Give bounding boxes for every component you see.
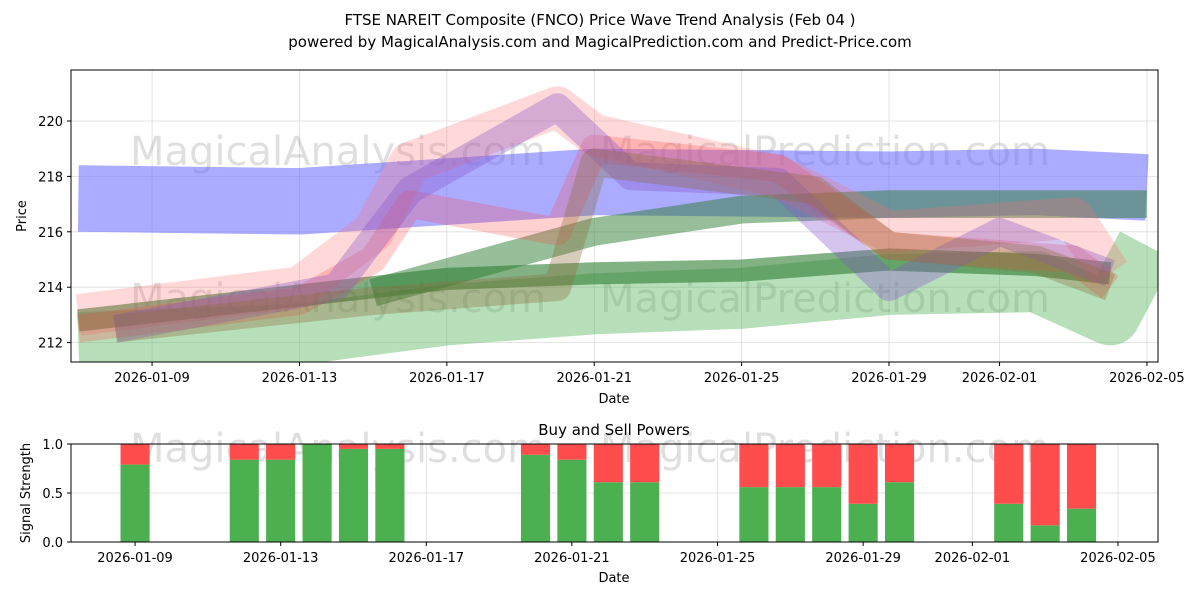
plot-frame	[70, 69, 1159, 363]
watermark-text: MagicalAnalysis.com	[130, 426, 546, 472]
y-tick-label: 0.5	[42, 487, 63, 502]
wave-blue-wave	[77, 148, 1149, 235]
wave-green-wave-wide	[77, 231, 1158, 362]
buy-bar	[812, 487, 842, 542]
sell-bar	[994, 444, 1024, 504]
wave-green-wave-dark	[77, 248, 1112, 332]
y-tick-label: 218	[38, 170, 63, 185]
x-tick-label: 2026-01-09	[97, 551, 173, 566]
x-tick-label: 2026-02-05	[1109, 371, 1185, 386]
y-tick-label: 1.0	[42, 438, 63, 453]
buy-bar	[302, 444, 332, 542]
x-tick-label: 2026-01-13	[262, 371, 338, 386]
wave-green-wave-upper	[369, 190, 1147, 307]
sell-bar	[739, 444, 769, 488]
buy-bar	[775, 487, 805, 542]
wave-red-wave-2	[76, 134, 1119, 343]
y-axis-label: Price	[15, 200, 30, 232]
buy-bar	[229, 459, 259, 542]
x-tick-label: 2026-01-29	[825, 551, 901, 566]
sell-bar	[848, 444, 878, 504]
sell-bar	[375, 444, 405, 449]
sell-bar	[266, 444, 296, 460]
buy-bar	[375, 448, 405, 542]
buy-bar	[739, 487, 769, 542]
x-axis-label: Date	[598, 392, 629, 407]
sell-bar	[557, 444, 587, 460]
watermark-text: MagicalPrediction.com	[600, 276, 1050, 322]
buy-bar	[994, 503, 1024, 542]
sell-bar	[229, 444, 259, 460]
y-tick-label: 0.0	[42, 536, 63, 551]
sell-bar	[520, 444, 551, 455]
buy-bar	[520, 454, 551, 542]
x-tick-label: 2026-01-17	[389, 551, 465, 566]
x-tick-label: 2026-01-25	[704, 371, 780, 386]
buy-bar	[1066, 508, 1097, 542]
sell-bar	[884, 444, 915, 483]
buy-bar	[120, 464, 150, 542]
bar-x-axis-label: Date	[598, 571, 629, 586]
x-tick-label: 2026-01-29	[851, 371, 927, 386]
sell-bar	[338, 444, 369, 449]
y-tick-label: 220	[38, 115, 63, 130]
plot-frame	[70, 443, 1159, 543]
buy-bar	[884, 482, 915, 542]
x-tick-label: 2026-02-01	[962, 371, 1038, 386]
sell-bar	[630, 444, 660, 483]
bar-y-axis-label: Signal Strength	[19, 443, 34, 543]
sell-bar	[1030, 444, 1060, 526]
buy-bar	[338, 448, 369, 542]
series-group	[75, 86, 1158, 362]
buy-bar	[848, 503, 878, 542]
x-tick-label: 2026-01-25	[680, 551, 756, 566]
y-tick-label: 212	[38, 337, 63, 352]
buy-bar	[593, 482, 623, 542]
signal-chart: 0.0 0.5 1.0 2026-01-09 2026-01-13 2026-01-17 2…	[42, 426, 1159, 566]
buy-bar	[630, 482, 660, 542]
buy-bar	[266, 459, 296, 542]
x-tick-label: 2026-01-09	[114, 371, 190, 386]
wave-purple-wave	[112, 93, 1115, 343]
buy-bar	[1030, 525, 1060, 542]
sell-bar	[812, 444, 842, 488]
chart-title: FTSE NAREIT Composite (FNCO) Price Wave …	[344, 11, 855, 29]
chart-subtitle: powered by MagicalAnalysis.com and Magic…	[288, 33, 912, 51]
y-tick-label: 216	[38, 226, 63, 241]
price-chart: 212 214 216 218 220 2026-01-09 2026-01-13 2026-…	[38, 69, 1185, 386]
x-tick-label: 2026-01-21	[556, 371, 632, 386]
sell-bar	[1066, 444, 1097, 509]
x-tick-label: 2026-01-21	[534, 551, 610, 566]
wave-brown-wave	[113, 148, 1115, 343]
x-tick-label: 2026-01-13	[243, 551, 319, 566]
sell-bar	[593, 444, 623, 483]
buy-bar	[557, 459, 587, 542]
wave-red-wave-1	[75, 86, 1128, 336]
x-tick-label: 2026-02-05	[1080, 551, 1156, 566]
bar-chart-title: Buy and Sell Powers	[538, 421, 690, 439]
y-tick-label: 214	[38, 281, 63, 296]
sell-bar	[775, 444, 805, 488]
sell-bar	[120, 444, 150, 465]
x-tick-label: 2026-02-01	[935, 551, 1011, 566]
x-tick-label: 2026-01-17	[409, 371, 485, 386]
